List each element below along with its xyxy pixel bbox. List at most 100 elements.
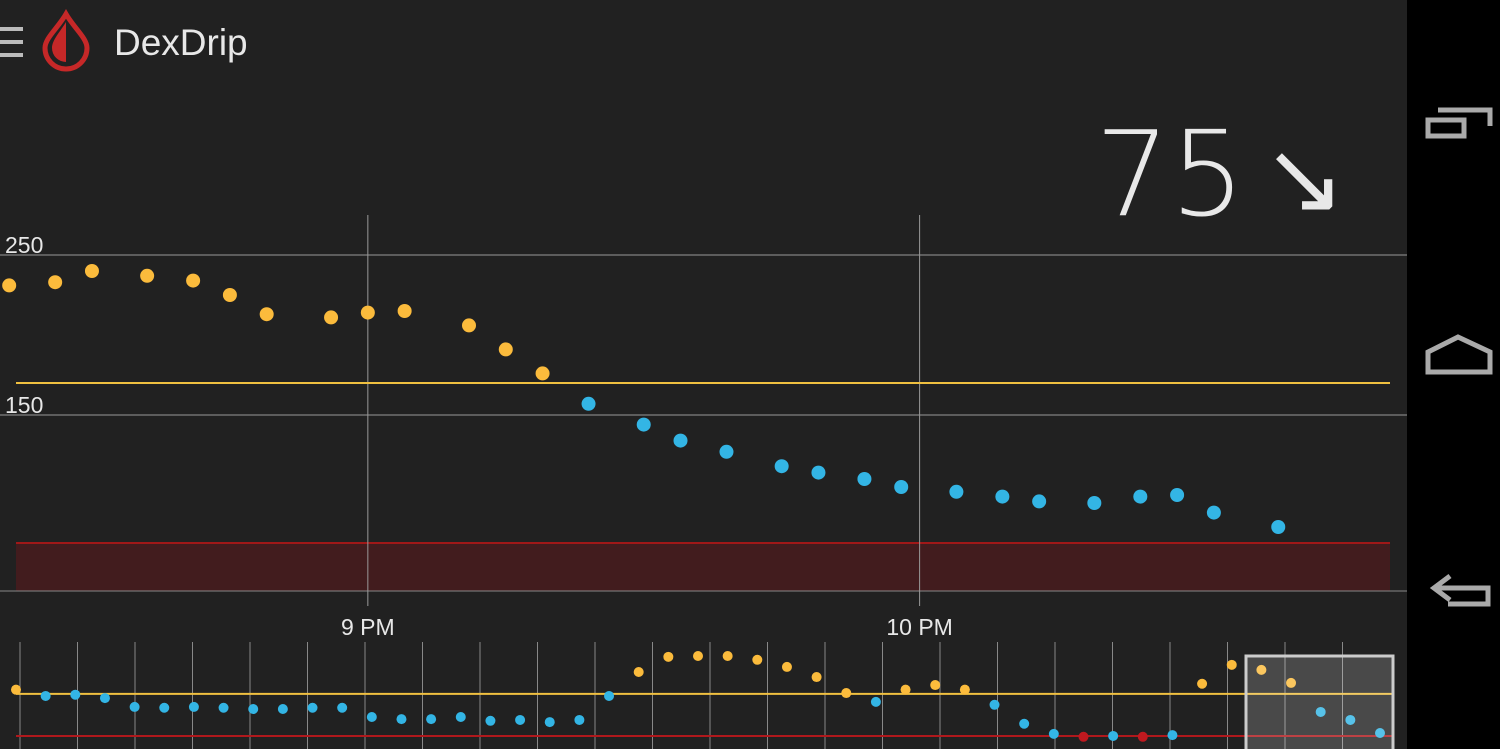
menu-bar	[0, 27, 23, 31]
preview-dot	[70, 689, 81, 700]
preview-dot	[781, 661, 792, 672]
reading-dot	[774, 459, 789, 474]
preview-dot	[40, 690, 51, 701]
preview-dot	[1375, 728, 1385, 739]
preview-dot	[544, 717, 555, 728]
x-tick-label: 10 PM	[886, 614, 952, 640]
preview-dot	[1137, 731, 1148, 742]
preview-dot	[574, 714, 585, 725]
reading-dot	[811, 465, 826, 480]
preview-dot	[248, 704, 259, 715]
preview-dot	[485, 715, 496, 726]
preview-dot	[426, 714, 437, 725]
preview-dot	[1226, 659, 1237, 670]
y-tick-label: 250	[5, 232, 43, 258]
app-icon-fill	[52, 22, 66, 62]
reading-dot	[995, 489, 1010, 504]
low-band	[16, 543, 1390, 591]
reading-dot	[1032, 494, 1047, 509]
preview-dot	[604, 690, 615, 701]
menu-bar	[0, 53, 23, 57]
preview-dot	[366, 712, 377, 723]
app-icon	[42, 8, 90, 72]
preview-dot	[1048, 728, 1059, 739]
preview-dot	[930, 680, 941, 691]
reading-dot	[324, 310, 339, 325]
preview-dot	[811, 672, 822, 683]
preview-chart[interactable]	[11, 642, 1395, 749]
preview-dot	[188, 701, 199, 712]
preview-dot	[1019, 718, 1030, 729]
preview-dot	[900, 684, 911, 695]
back-button[interactable]	[1429, 574, 1491, 607]
preview-dot	[870, 696, 881, 707]
reading-dot	[48, 275, 63, 290]
preview-dot	[1197, 678, 1208, 689]
reading-dot	[1087, 496, 1102, 510]
recents-button[interactable]	[1425, 107, 1493, 139]
reading-dot	[222, 288, 237, 302]
reading-dot	[1206, 505, 1221, 520]
reading-dot	[581, 396, 596, 411]
x-tick-label: 9 PM	[341, 614, 395, 640]
preview-selection	[1244, 654, 1395, 749]
preview-dot	[722, 650, 733, 661]
reading-dot	[949, 484, 964, 499]
reading-dot	[1271, 520, 1286, 534]
preview-dot	[515, 714, 526, 725]
reading-dot	[719, 444, 734, 459]
reading-dot	[259, 307, 274, 322]
preview-dot	[1315, 706, 1326, 717]
preview-dot	[1108, 730, 1119, 741]
reading-dot	[673, 433, 688, 448]
reading-dot	[397, 304, 412, 318]
reading-dot	[857, 472, 872, 486]
reading-dot	[1170, 488, 1185, 502]
reading-dot	[186, 273, 201, 288]
trend-arrow: ↘	[1262, 119, 1346, 236]
reading-dot	[360, 305, 375, 320]
preview-dot	[1167, 730, 1178, 741]
y-tick-label: 150	[5, 392, 43, 418]
preview-dot	[159, 702, 170, 713]
menu-button[interactable]	[0, 27, 23, 57]
reading-dot	[894, 480, 909, 494]
preview-dot	[1078, 731, 1089, 742]
preview-dot	[1256, 664, 1267, 675]
preview-dot	[633, 666, 644, 677]
reading-dot	[140, 268, 155, 283]
preview-dot	[693, 650, 703, 661]
preview-dot	[1286, 677, 1297, 688]
preview-dot	[307, 702, 318, 713]
preview-dot	[99, 693, 110, 704]
background	[0, 0, 1407, 749]
preview-dot	[11, 684, 21, 695]
preview-dot	[129, 701, 140, 712]
preview-dot	[1345, 714, 1356, 725]
preview-dot	[455, 712, 466, 723]
preview-dot	[959, 684, 970, 695]
reading-dot	[2, 278, 17, 293]
reading-dot	[535, 366, 550, 381]
reading-dot	[636, 417, 651, 432]
preview-dot	[337, 702, 348, 713]
preview-dot	[396, 714, 407, 725]
preview-dot	[752, 654, 763, 665]
preview-dot	[989, 699, 1000, 710]
main-chart: 150 250 9 PM 10 PM	[0, 215, 1407, 640]
reading-dot	[1133, 489, 1148, 504]
preview-dot	[218, 702, 229, 713]
glucose-reading: 75	[1095, 105, 1245, 243]
app-title: DexDrip	[114, 22, 248, 63]
home-button[interactable]	[1425, 334, 1493, 375]
reading-dot	[84, 264, 99, 278]
preview-dot	[841, 688, 852, 699]
preview-dot	[663, 651, 674, 662]
menu-bar	[0, 40, 23, 44]
reading-dot	[462, 318, 476, 333]
reading-dot	[498, 342, 513, 357]
nav-icons	[1425, 107, 1493, 607]
preview-dot	[277, 704, 288, 715]
